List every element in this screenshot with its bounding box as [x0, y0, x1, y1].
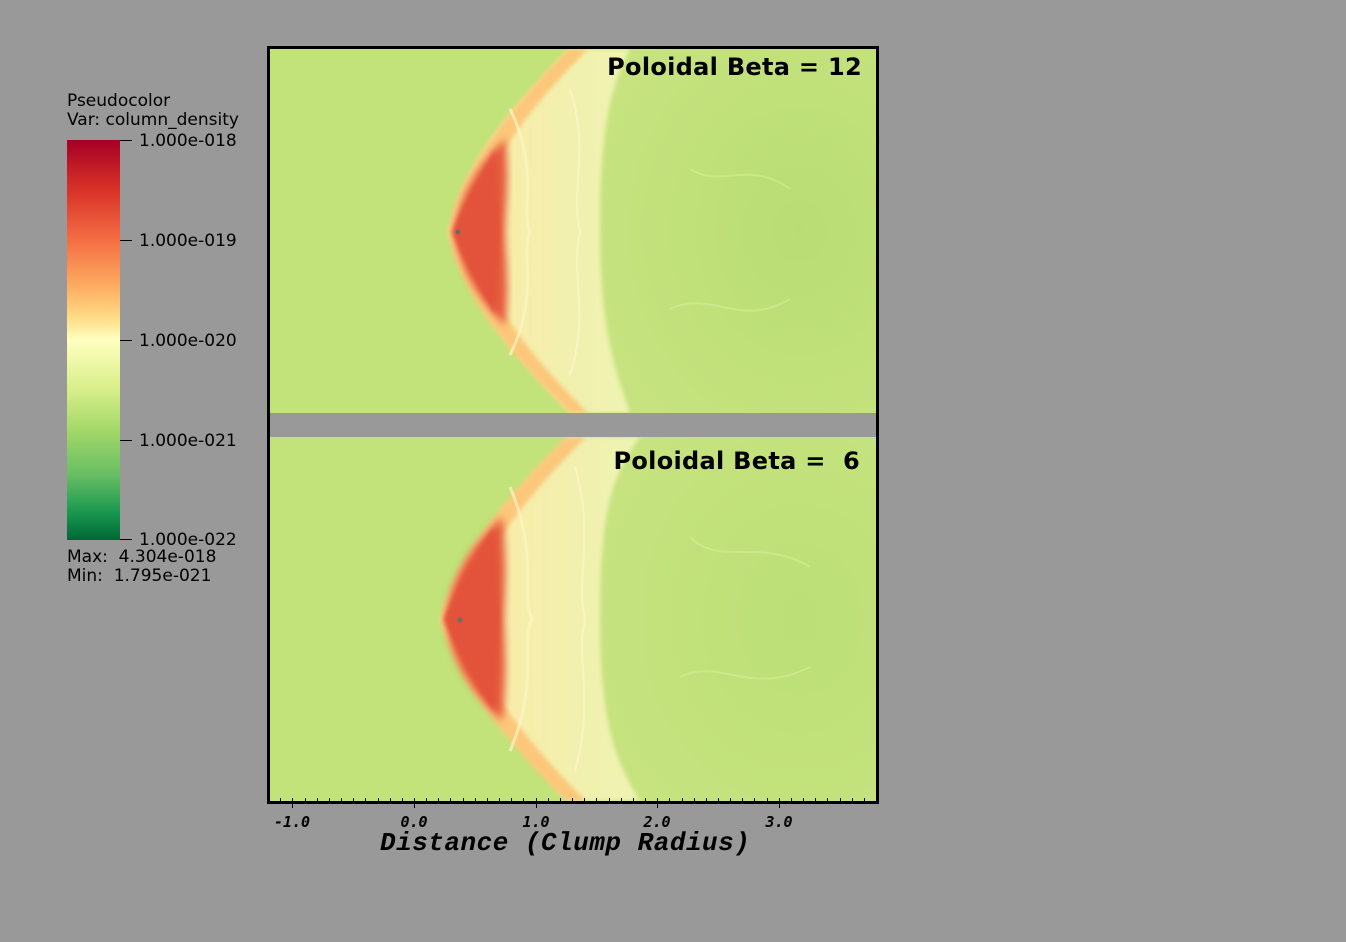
- plot-frame: Poloidal Beta = 12: [267, 46, 879, 804]
- panel-top: Poloidal Beta = 12: [270, 49, 876, 413]
- colorbar: [67, 140, 120, 540]
- x-axis-major-tick: [778, 798, 780, 808]
- x-tick-label: 3.0: [765, 813, 793, 831]
- panel-title-bottom: Poloidal Beta = 6: [613, 447, 860, 475]
- legend-variable: Var: column_density: [67, 110, 239, 130]
- x-axis-minor-tick: [766, 798, 768, 803]
- x-axis-minor-tick: [863, 798, 865, 803]
- x-axis-minor-tick: [730, 798, 732, 803]
- x-axis-label: Distance (Clump Radius): [380, 828, 751, 858]
- legend-title: Pseudocolor: [67, 91, 171, 111]
- colorbar-tick-label: 1.000e-021: [139, 431, 237, 451]
- x-axis-minor-tick: [462, 798, 464, 803]
- x-axis-minor-tick: [705, 798, 707, 803]
- x-axis-minor-tick: [827, 798, 829, 803]
- x-axis-major-tick: [535, 798, 537, 808]
- x-axis-minor-tick: [389, 798, 391, 803]
- x-axis-ticks: [270, 798, 876, 812]
- x-axis-minor-tick: [718, 798, 719, 803]
- x-axis-minor-tick: [353, 798, 355, 803]
- x-axis-minor-tick: [681, 798, 683, 803]
- x-axis-minor-tick: [803, 798, 805, 803]
- x-axis-major-tick: [657, 798, 659, 808]
- panel-title-top: Poloidal Beta = 12: [607, 53, 862, 81]
- x-tick-label: 0.0: [400, 813, 428, 831]
- x-axis-minor-tick: [316, 798, 318, 803]
- x-axis-minor-tick: [608, 798, 610, 803]
- x-axis-minor-tick: [304, 798, 306, 803]
- x-axis-minor-tick: [584, 798, 586, 803]
- x-tick-label: 2.0: [643, 813, 671, 831]
- panel-bottom: Poloidal Beta = 6: [270, 437, 876, 801]
- legend-min: Min: 1.795e-021: [67, 566, 212, 586]
- x-axis-minor-tick: [754, 798, 756, 803]
- colorbar-tick-label: 1.000e-022: [139, 530, 237, 550]
- x-axis-minor-tick: [693, 798, 695, 803]
- colorbar-tick-label: 1.000e-019: [139, 231, 237, 251]
- colorbar-tick: [120, 340, 132, 341]
- x-axis-minor-tick: [851, 798, 853, 803]
- legend-max: Max: 4.304e-018: [67, 547, 217, 567]
- x-tick-label: -1.0: [273, 813, 311, 831]
- x-axis-major-tick: [292, 798, 294, 808]
- x-axis-minor-tick: [328, 798, 330, 803]
- x-axis-minor-tick: [547, 798, 549, 803]
- x-axis-minor-tick: [790, 798, 792, 803]
- colorbar-tick: [120, 539, 132, 540]
- x-axis-minor-tick: [742, 798, 744, 803]
- x-axis-minor-tick: [438, 798, 440, 803]
- x-axis-minor-tick: [401, 798, 403, 803]
- x-axis-minor-tick: [511, 798, 513, 803]
- density-image-bottom: [270, 437, 876, 801]
- x-axis-minor-tick: [499, 798, 501, 803]
- x-axis-minor-tick: [559, 798, 561, 803]
- x-axis-major-tick: [414, 798, 415, 808]
- x-axis-minor-tick: [632, 798, 634, 803]
- x-axis-minor-tick: [572, 798, 574, 803]
- x-axis-minor-tick: [620, 798, 622, 803]
- x-tick-label: 1.0: [522, 813, 550, 831]
- x-axis-minor-tick: [280, 798, 282, 803]
- panel-separator: [270, 413, 876, 437]
- x-axis-minor-tick: [474, 798, 476, 803]
- x-axis-minor-tick: [426, 798, 428, 803]
- x-axis-minor-tick: [596, 798, 598, 803]
- x-axis-minor-tick: [645, 798, 647, 803]
- x-axis-minor-tick: [450, 798, 452, 803]
- colorbar-tick: [120, 140, 132, 141]
- x-axis-minor-tick: [365, 798, 367, 803]
- colorbar-tick: [120, 440, 132, 441]
- x-axis-minor-tick: [839, 798, 841, 803]
- x-axis-minor-tick: [341, 798, 343, 803]
- x-axis-minor-tick: [377, 798, 379, 803]
- x-axis-minor-tick: [486, 798, 488, 803]
- density-image-top: [270, 49, 876, 413]
- colorbar-tick-label: 1.000e-018: [139, 131, 237, 151]
- colorbar-tick-label: 1.000e-020: [139, 331, 237, 351]
- x-axis-minor-tick: [523, 798, 525, 803]
- x-axis-minor-tick: [669, 798, 671, 803]
- colorbar-tick: [120, 240, 132, 241]
- x-axis-minor-tick: [815, 798, 817, 803]
